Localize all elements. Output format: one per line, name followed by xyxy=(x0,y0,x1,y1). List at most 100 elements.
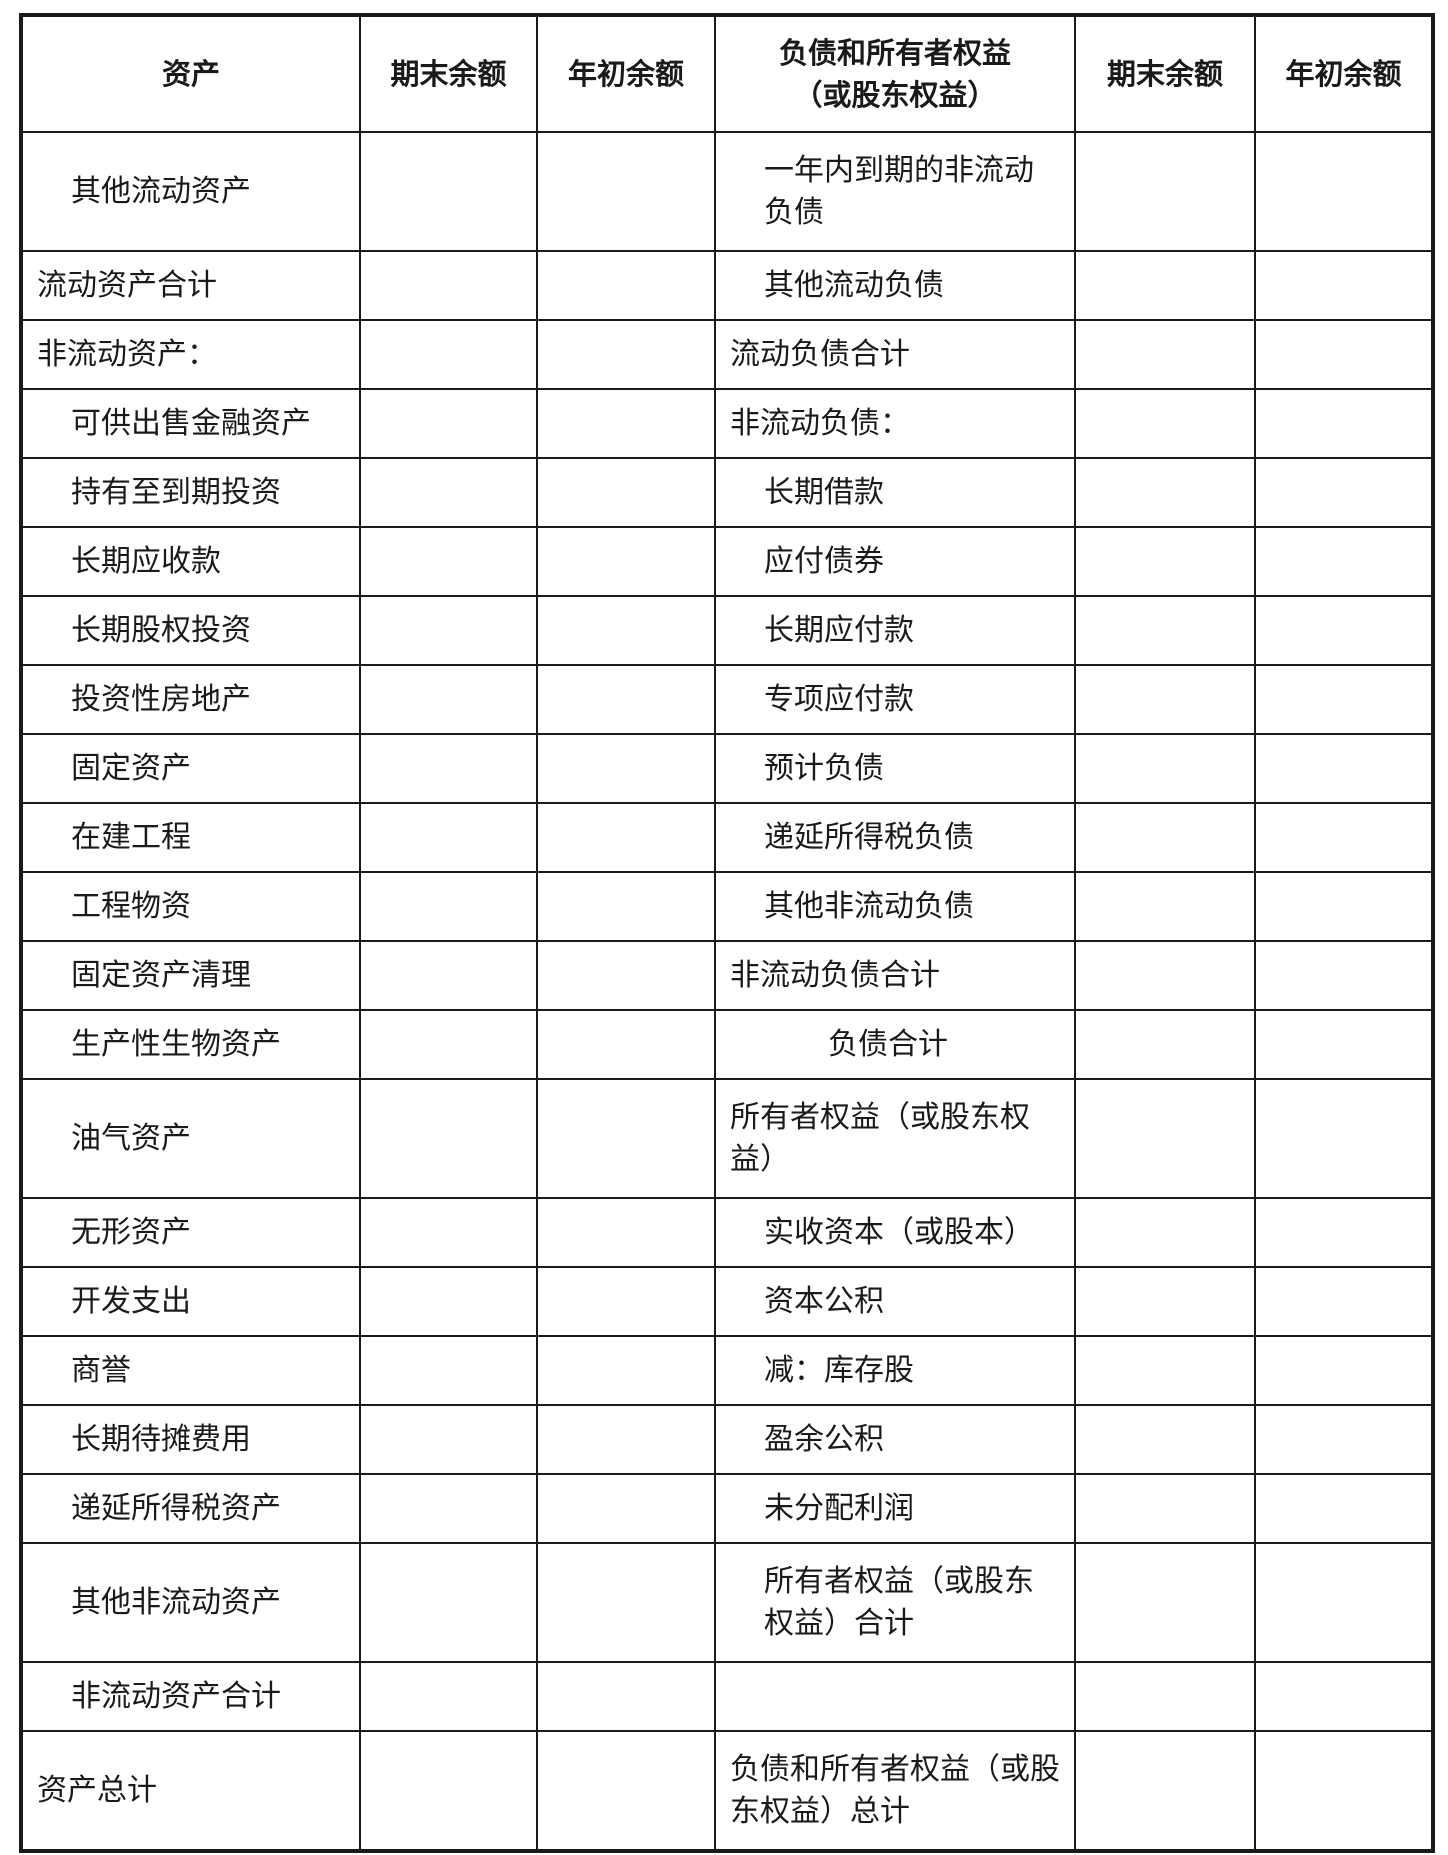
asset-begin-balance[interactable] xyxy=(536,1730,716,1852)
asset-begin-balance[interactable] xyxy=(536,131,716,252)
liability-begin-balance[interactable] xyxy=(1254,733,1434,804)
asset-end-balance[interactable] xyxy=(359,871,538,942)
liability-begin-balance[interactable] xyxy=(1254,595,1434,666)
liability-end-balance[interactable] xyxy=(1074,1661,1256,1732)
liability-begin-balance[interactable] xyxy=(1254,940,1434,1011)
liability-begin-balance[interactable] xyxy=(1254,1335,1434,1406)
liability-end-balance[interactable] xyxy=(1074,1078,1256,1199)
liability-begin-balance[interactable] xyxy=(1254,131,1434,252)
liability-end-balance[interactable] xyxy=(1074,802,1256,873)
liability-label: 长期借款 xyxy=(714,457,1076,528)
table-row: 资产总计 负债和所有者权益（或股东权益）总计 xyxy=(20,1730,1434,1852)
asset-begin-balance[interactable] xyxy=(536,388,716,459)
liability-begin-balance[interactable] xyxy=(1254,1542,1434,1663)
asset-end-balance[interactable] xyxy=(359,388,538,459)
asset-end-balance[interactable] xyxy=(359,250,538,321)
asset-end-balance[interactable] xyxy=(359,1542,538,1663)
asset-begin-balance[interactable] xyxy=(536,1661,716,1732)
asset-begin-balance[interactable] xyxy=(536,802,716,873)
asset-label: 固定资产 xyxy=(20,733,361,804)
asset-begin-balance[interactable] xyxy=(536,250,716,321)
liability-begin-balance[interactable] xyxy=(1254,1266,1434,1337)
asset-begin-balance[interactable] xyxy=(536,1266,716,1337)
asset-begin-balance[interactable] xyxy=(536,733,716,804)
asset-end-balance[interactable] xyxy=(359,664,538,735)
liability-end-balance[interactable] xyxy=(1074,1197,1256,1268)
asset-end-balance[interactable] xyxy=(359,733,538,804)
liability-end-balance[interactable] xyxy=(1074,940,1256,1011)
table-row: 可供出售金融资产 非流动负债： xyxy=(20,388,1434,459)
liability-begin-balance[interactable] xyxy=(1254,250,1434,321)
liability-end-balance[interactable] xyxy=(1074,457,1256,528)
liability-begin-balance[interactable] xyxy=(1254,1078,1434,1199)
asset-end-balance[interactable] xyxy=(359,1404,538,1475)
table-row: 固定资产清理 非流动负债合计 xyxy=(20,940,1434,1011)
liability-end-balance[interactable] xyxy=(1074,1542,1256,1663)
asset-end-balance[interactable] xyxy=(359,802,538,873)
table-row: 油气资产 所有者权益（或股东权益） xyxy=(20,1078,1434,1199)
liability-end-balance[interactable] xyxy=(1074,1266,1256,1337)
asset-end-balance[interactable] xyxy=(359,1078,538,1199)
asset-end-balance[interactable] xyxy=(359,595,538,666)
liability-end-balance[interactable] xyxy=(1074,319,1256,390)
asset-end-balance[interactable] xyxy=(359,1197,538,1268)
asset-end-balance[interactable] xyxy=(359,457,538,528)
asset-end-balance[interactable] xyxy=(359,131,538,252)
liability-end-balance[interactable] xyxy=(1074,1009,1256,1080)
liability-begin-balance[interactable] xyxy=(1254,802,1434,873)
asset-begin-balance[interactable] xyxy=(536,1542,716,1663)
asset-begin-balance[interactable] xyxy=(536,1009,716,1080)
asset-begin-balance[interactable] xyxy=(536,1197,716,1268)
liability-begin-balance[interactable] xyxy=(1254,871,1434,942)
asset-begin-balance[interactable] xyxy=(536,1473,716,1544)
asset-begin-balance[interactable] xyxy=(536,1078,716,1199)
liability-begin-balance[interactable] xyxy=(1254,319,1434,390)
liability-end-balance[interactable] xyxy=(1074,1730,1256,1852)
liability-label: 实收资本（或股本） xyxy=(714,1197,1076,1268)
liability-end-balance[interactable] xyxy=(1074,595,1256,666)
asset-begin-balance[interactable] xyxy=(536,1404,716,1475)
asset-end-balance[interactable] xyxy=(359,1473,538,1544)
asset-begin-balance[interactable] xyxy=(536,664,716,735)
asset-end-balance[interactable] xyxy=(359,1266,538,1337)
liability-begin-balance[interactable] xyxy=(1254,1009,1434,1080)
header-begin-balance: 年初余额 xyxy=(536,14,716,133)
asset-begin-balance[interactable] xyxy=(536,526,716,597)
liability-end-balance[interactable] xyxy=(1074,250,1256,321)
asset-end-balance[interactable] xyxy=(359,1661,538,1732)
liability-begin-balance[interactable] xyxy=(1254,388,1434,459)
liability-begin-balance[interactable] xyxy=(1254,1661,1434,1732)
asset-end-balance[interactable] xyxy=(359,526,538,597)
liability-end-balance[interactable] xyxy=(1074,871,1256,942)
table-row: 非流动资产： 流动负债合计 xyxy=(20,319,1434,390)
liability-end-balance[interactable] xyxy=(1074,733,1256,804)
asset-end-balance[interactable] xyxy=(359,940,538,1011)
liability-begin-balance[interactable] xyxy=(1254,1730,1434,1852)
table-row: 工程物资 其他非流动负债 xyxy=(20,871,1434,942)
liability-end-balance[interactable] xyxy=(1074,1335,1256,1406)
asset-begin-balance[interactable] xyxy=(536,1335,716,1406)
liability-begin-balance[interactable] xyxy=(1254,664,1434,735)
liability-end-balance[interactable] xyxy=(1074,1404,1256,1475)
asset-label: 在建工程 xyxy=(20,802,361,873)
asset-end-balance[interactable] xyxy=(359,1335,538,1406)
asset-end-balance[interactable] xyxy=(359,319,538,390)
asset-end-balance[interactable] xyxy=(359,1009,538,1080)
liability-begin-balance[interactable] xyxy=(1254,526,1434,597)
asset-begin-balance[interactable] xyxy=(536,940,716,1011)
asset-end-balance[interactable] xyxy=(359,1730,538,1852)
liability-end-balance[interactable] xyxy=(1074,388,1256,459)
liability-end-balance[interactable] xyxy=(1074,526,1256,597)
asset-begin-balance[interactable] xyxy=(536,871,716,942)
liability-end-balance[interactable] xyxy=(1074,1473,1256,1544)
liability-end-balance[interactable] xyxy=(1074,131,1256,252)
liability-begin-balance[interactable] xyxy=(1254,1404,1434,1475)
liability-begin-balance[interactable] xyxy=(1254,1473,1434,1544)
liability-begin-balance[interactable] xyxy=(1254,457,1434,528)
liability-label: 应付债券 xyxy=(714,526,1076,597)
liability-begin-balance[interactable] xyxy=(1254,1197,1434,1268)
asset-begin-balance[interactable] xyxy=(536,595,716,666)
asset-begin-balance[interactable] xyxy=(536,457,716,528)
asset-begin-balance[interactable] xyxy=(536,319,716,390)
liability-end-balance[interactable] xyxy=(1074,664,1256,735)
